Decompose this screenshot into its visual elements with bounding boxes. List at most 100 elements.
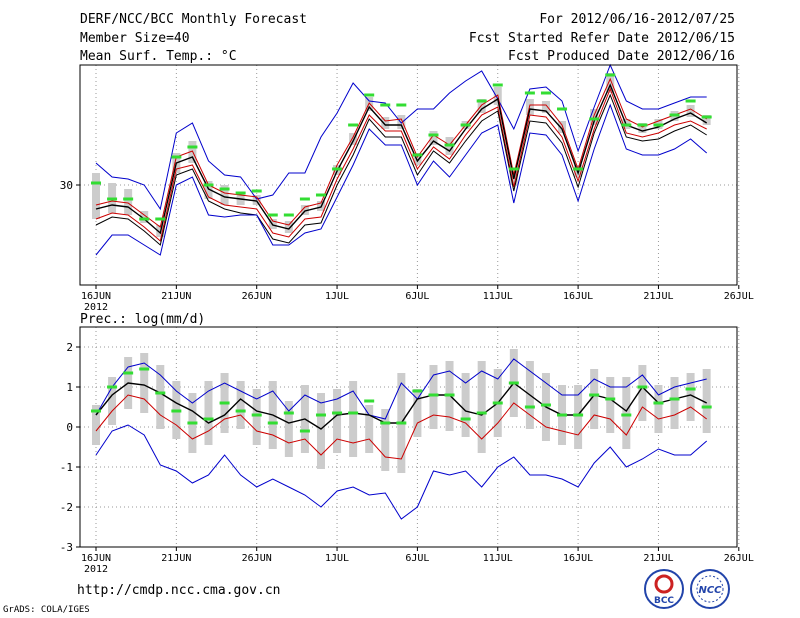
temp-spread-box	[413, 153, 422, 165]
prec-spread-box	[108, 377, 117, 425]
prec-xtick-label: 16JUL	[563, 553, 593, 564]
temperature-panel: 16JUN 21JUN 26JUN 1JUL 6JUL 11JUL 16JUL 21JUL 26…	[60, 63, 754, 313]
prec-spread-box	[156, 365, 165, 429]
svg-text:BCC: BCC	[654, 596, 674, 606]
prec-spread-box	[686, 373, 695, 421]
temp-spread-box	[541, 101, 550, 113]
temp-xtick-label: 11JUL	[483, 291, 513, 302]
temp-ytick-label: 30	[60, 179, 73, 192]
prec-spread-box	[92, 405, 100, 445]
prec-ytick-label: -3	[60, 541, 73, 554]
source-url[interactable]: http://cmdp.ncc.cma.gov.cn	[77, 583, 281, 598]
prec-xtick-label: 1JUL	[325, 553, 349, 564]
prec-xtick-label: 26JUL	[724, 553, 754, 564]
chart-title: DERF/NCC/BCC Monthly Forecast	[80, 12, 307, 27]
prec-spread-box	[670, 377, 679, 429]
prec-ytick-label: 2	[66, 341, 73, 354]
temp-series-upper	[95, 77, 707, 228]
prec-ytick-label: 1	[66, 381, 73, 394]
start-date-label: Fcst Started Refer Date 2012/06/15	[468, 31, 735, 46]
temp-spread-box	[300, 205, 309, 215]
prec-series-lower	[95, 394, 707, 460]
grads-credit: GrADS: COLA/IGES	[3, 605, 90, 615]
prec-xtick-label: 11JUL	[483, 553, 513, 564]
temp-spread-box	[558, 121, 567, 133]
temp-spread-box	[204, 181, 213, 199]
temp-spread-box	[429, 131, 438, 145]
temp-xtick-label: 16JUL	[563, 291, 593, 302]
prec-spread-box	[349, 381, 358, 457]
temp-spread-box	[92, 173, 100, 219]
bcc-logo-icon: BCC	[644, 569, 684, 609]
prec-series-upper	[95, 358, 707, 420]
prec-spread-box	[638, 365, 647, 421]
prec-spread-box	[461, 373, 470, 437]
prec-xtick-label: 21JUL	[643, 553, 673, 564]
prec-spread-box	[381, 409, 390, 471]
temp-year-label: 2012	[84, 302, 108, 313]
prec-spread-box	[252, 389, 261, 445]
temp-xtick-label: 1JUL	[325, 291, 349, 302]
prec-ytick-label: -2	[60, 501, 73, 514]
forecast-period-label: For 2012/06/16-2012/07/25	[539, 12, 735, 27]
temp-spread-box	[349, 133, 358, 145]
temp-spread-box	[397, 115, 406, 129]
temp-series-p_low	[95, 93, 707, 246]
temp-spread-box	[220, 185, 229, 205]
temp-spread-box	[252, 195, 261, 205]
prec-spread-box	[622, 377, 631, 449]
prec-spread-box	[140, 353, 149, 413]
temp-spread-box	[140, 211, 149, 223]
produced-date-label: Fcst Produced Date 2012/06/16	[508, 49, 735, 64]
variable-label: Mean Surf. Temp.: °C	[80, 49, 237, 64]
member-size-label: Member Size=40	[80, 31, 190, 46]
prec-spread-box	[429, 365, 438, 429]
temp-series-lower	[95, 87, 707, 242]
prec-spread-box	[365, 405, 374, 453]
temp-xtick-label: 21JUL	[643, 291, 673, 302]
temp-xtick-label: 21JUN	[161, 291, 191, 302]
prec-spread-box	[477, 361, 486, 453]
temp-spread-box	[606, 73, 615, 93]
prec-spread-box	[236, 381, 245, 429]
temp-spread-box	[590, 109, 599, 125]
temp-series-max	[95, 63, 707, 211]
temp-xtick-label: 16JUN	[81, 291, 111, 302]
prec-spread-box	[654, 385, 663, 433]
prec-spread-box	[284, 401, 293, 457]
prec-panel-title: Prec.: log(mm/d)	[80, 312, 205, 327]
temp-plot-frame	[79, 64, 738, 286]
temp-spread-box	[124, 189, 133, 215]
temp-series-mean	[95, 83, 708, 235]
prec-ytick-label: -1	[60, 461, 73, 474]
precipitation-panel: 16JUN 21JUN 26JUN 1JUL 6JUL 11JUL 16JUL 21JUL 26…	[60, 312, 754, 575]
prec-xtick-label: 21JUN	[161, 553, 191, 564]
prec-spread-box	[333, 389, 342, 453]
prec-spread-box	[590, 369, 599, 429]
prec-spread-box	[606, 377, 615, 433]
ncc-logo-icon: NCC	[690, 569, 730, 609]
temp-xtick-label: 6JUL	[405, 291, 429, 302]
temp-spread-box	[702, 115, 711, 125]
prec-xtick-label: 16JUN	[81, 553, 111, 564]
temp-spread-box	[284, 221, 293, 233]
temp-spread-box	[477, 99, 486, 113]
prec-year-label: 2012	[84, 564, 108, 575]
temp-spread-box	[638, 123, 647, 133]
prec-plot-frame	[79, 326, 738, 548]
prec-spread-box	[413, 389, 422, 437]
svg-text:NCC: NCC	[698, 585, 722, 596]
temp-spread-box	[381, 117, 390, 129]
prec-ytick-label: 0	[66, 421, 73, 434]
prec-spread-box	[702, 369, 711, 433]
temp-xtick-label: 26JUL	[724, 291, 754, 302]
temp-xtick-label: 26JUN	[242, 291, 272, 302]
prec-series-min	[95, 424, 708, 520]
prec-spread-box	[204, 381, 213, 445]
prec-xtick-label: 26JUN	[242, 553, 272, 564]
prec-spread-box	[316, 393, 325, 469]
temp-spread-box	[686, 105, 695, 117]
prec-xtick-label: 6JUL	[405, 553, 429, 564]
temp-series-min	[95, 103, 708, 256]
